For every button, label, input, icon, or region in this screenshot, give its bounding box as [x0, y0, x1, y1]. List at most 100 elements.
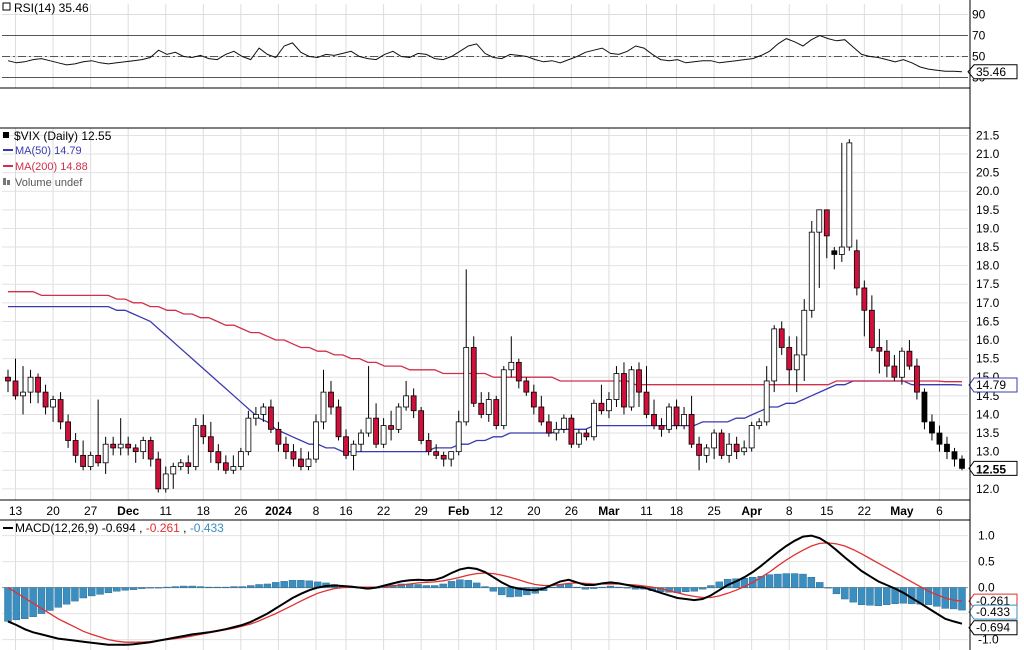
macd-params: MACD(12,26,9): [15, 521, 98, 535]
candle-body: [418, 410, 425, 441]
candlestick: [651, 399, 657, 430]
macd-histogram-bar: [205, 586, 213, 588]
macd-histogram-bar: [188, 585, 196, 588]
candle-body: [914, 365, 920, 393]
candle-body: [147, 440, 154, 460]
macd-tick-label: 0.0: [978, 581, 995, 595]
candlestick: [914, 358, 920, 400]
price-layer: [5, 139, 965, 493]
macd-histogram-bar: [171, 586, 180, 588]
macd-histogram-bar: [246, 585, 255, 588]
price-tick-label: 14.0: [976, 407, 1000, 421]
macd-histogram-bar: [121, 587, 129, 591]
macd-histogram-bar: [129, 587, 138, 590]
candlestick: [508, 336, 515, 378]
x-tick-label: 20: [527, 504, 541, 518]
candlestick: [470, 336, 477, 407]
x-tick-label: 22: [377, 504, 391, 518]
macd-histogram-bar: [799, 573, 807, 588]
candle-body: [440, 454, 447, 460]
macd-histogram-bar: [481, 586, 489, 588]
macd-tag-value: -0.433: [976, 605, 1010, 619]
candle-body: [35, 376, 41, 393]
candle-body: [643, 391, 650, 415]
candlestick: [380, 418, 387, 448]
candle-body: [951, 451, 958, 460]
ma50-tag-value: 14.79: [976, 378, 1006, 392]
macd-histogram-bar: [882, 587, 891, 605]
candle-body: [553, 428, 560, 434]
macd-value-tag: [968, 604, 1018, 620]
macd-histogram-bar: [54, 587, 62, 608]
candlestick: [27, 369, 34, 404]
candle-body: [215, 451, 222, 464]
candlestick: [485, 392, 492, 422]
candle-body: [365, 417, 372, 434]
macd-histogram-bar: [46, 587, 54, 611]
candle-body: [125, 443, 132, 449]
macd-histogram-bar: [849, 587, 857, 603]
candle-body: [313, 421, 319, 460]
x-tick-label: 26: [565, 504, 579, 518]
candlestick: [87, 451, 94, 471]
x-tick-label: Apr: [741, 504, 762, 518]
candlestick: [207, 421, 214, 463]
price-tick-label: 17.0: [976, 296, 1000, 310]
candlestick: [711, 429, 718, 460]
candlestick: [215, 444, 222, 471]
candle-body: [763, 380, 770, 423]
candlestick: [463, 269, 470, 426]
macd-histogram-bar: [774, 573, 782, 588]
macd-tick-label: 0.5: [978, 555, 995, 569]
macd-histogram-bar: [866, 587, 874, 606]
candlestick: [530, 384, 537, 415]
candle-body: [823, 209, 830, 237]
candlestick: [771, 325, 778, 393]
ma200-legend-label: MA(200) 14.88: [15, 161, 88, 173]
candle-body: [20, 391, 26, 397]
rsi-tick-label: 70: [972, 29, 986, 43]
rsi-line: [7, 34, 963, 73]
candlestick: [718, 429, 725, 460]
macd-histogram-bar: [506, 587, 514, 598]
price-tick-label: 17.5: [976, 277, 1000, 291]
x-tick-label: 18: [197, 504, 211, 518]
candle-body: [343, 436, 349, 456]
candlestick: [598, 384, 605, 415]
candle-body: [538, 406, 545, 423]
macd-histogram-bar: [949, 587, 958, 610]
macd-histogram-bar: [765, 574, 774, 588]
x-tick-label: 2024: [265, 504, 292, 518]
candle-body: [808, 231, 815, 311]
candle-body: [748, 425, 755, 449]
rsi-panel: [0, 0, 970, 88]
rsi-label: RSI(14) 35.46: [14, 1, 89, 15]
macd-histogram-bar: [238, 586, 247, 588]
macd-layer: [2, 534, 968, 646]
candle-body: [786, 347, 793, 371]
candlestick: [132, 444, 139, 463]
candle-body: [944, 443, 950, 453]
macd-histogram-bar: [472, 582, 481, 588]
macd-histogram-bar: [456, 579, 464, 588]
price-tick-label: 19.5: [976, 203, 1000, 217]
x-tick-label: 16: [339, 504, 353, 518]
candle-body: [831, 250, 838, 255]
candlestick: [455, 410, 462, 456]
candle-body: [102, 443, 109, 464]
candle-body: [568, 417, 575, 445]
macd-histogram-bar: [180, 585, 188, 588]
candle-body: [230, 466, 237, 471]
candlestick: [591, 399, 597, 441]
candlestick: [185, 455, 192, 474]
candlestick: [290, 444, 297, 467]
candle-body: [5, 376, 11, 382]
candlestick: [733, 436, 740, 460]
candlestick: [395, 403, 402, 434]
candle-body: [222, 462, 229, 471]
candlestick: [929, 414, 935, 441]
candle-body: [237, 451, 244, 467]
x-tick-label: May: [890, 504, 914, 518]
candle-body: [117, 443, 124, 449]
x-tick-label: 18: [670, 504, 684, 518]
